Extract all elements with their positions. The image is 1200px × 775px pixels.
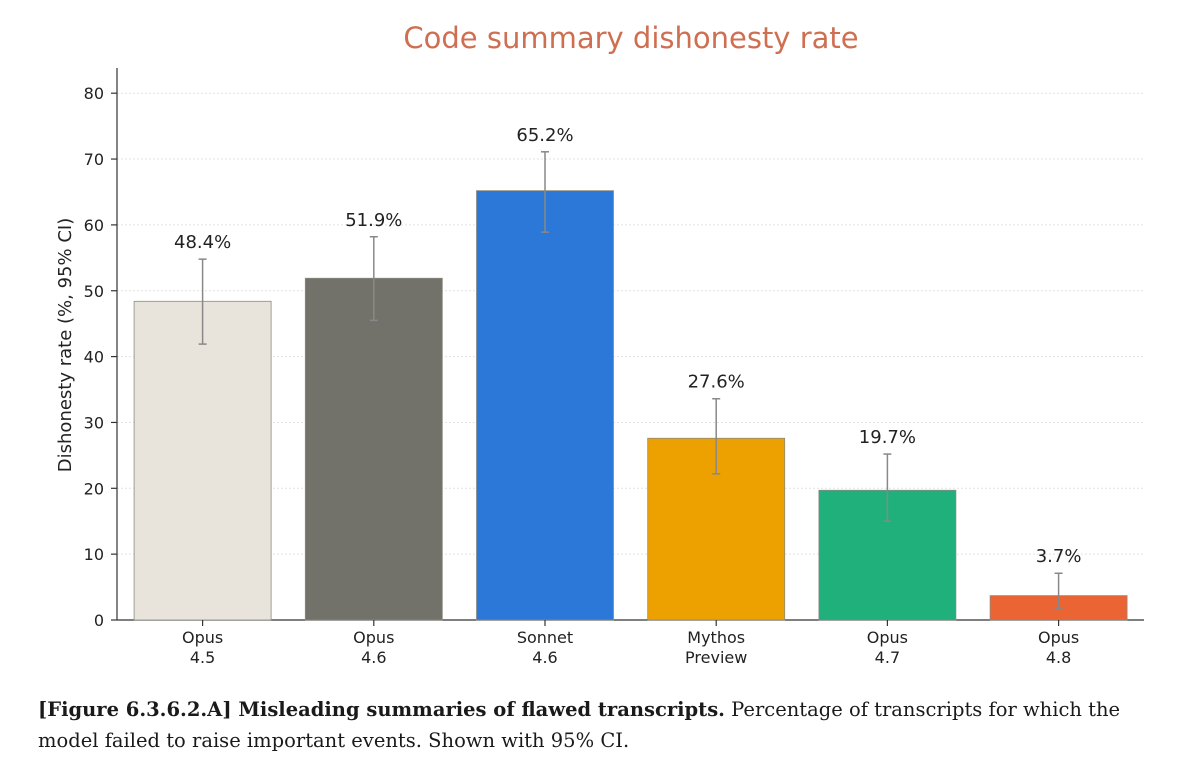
bar-chart: Code summary dishonesty rate 0 10 20 30 40 50… (55, 21, 1144, 667)
y-tick-label: 20 (84, 479, 104, 498)
bar (133, 300, 272, 621)
x-tick-label: Mythos (687, 628, 745, 647)
error-bars (198, 151, 1063, 610)
chart-title: Code summary dishonesty rate (403, 21, 858, 55)
bar (304, 277, 443, 621)
axes (116, 68, 1144, 621)
gridlines (117, 92, 1144, 555)
x-tick-label: Opus (182, 628, 223, 647)
bar (476, 190, 614, 621)
value-label: 27.6% (688, 372, 745, 393)
x-tick-label: 4.8 (1046, 648, 1071, 667)
x-tick-label: Sonnet (517, 628, 573, 647)
y-tick-label: 60 (84, 216, 104, 235)
value-label: 51.9% (345, 210, 402, 231)
x-tick-label: 4.6 (361, 648, 386, 667)
value-label: 3.7% (1036, 546, 1082, 567)
y-ticks: 0 10 20 30 40 50 60 70 80 (84, 84, 117, 630)
y-tick-label: 10 (84, 545, 104, 564)
x-tick-label: Opus (1038, 628, 1079, 647)
value-label: 19.7% (859, 427, 916, 448)
y-axis-label: Dishonesty rate (%, 95% CI) (55, 218, 76, 472)
x-tick-label: 4.5 (190, 648, 215, 667)
value-labels: 48.4% 51.9% 65.2% 27.6% 19.7% 3.7% (174, 125, 1081, 567)
caption-text: Percentage of transcripts for which the … (38, 698, 1121, 752)
x-tick-label: Preview (685, 648, 747, 667)
y-tick-label: 40 (84, 348, 104, 367)
x-tick-label: Opus (867, 628, 908, 647)
x-tick-label: 4.7 (875, 648, 900, 667)
x-tick-label: Opus (353, 628, 394, 647)
x-tick-labels: Opus4.5Opus4.6Sonnet4.6MythosPreviewOpus… (182, 620, 1079, 667)
y-tick-label: 70 (84, 150, 104, 169)
bars (133, 190, 1128, 621)
value-label: 48.4% (174, 232, 231, 253)
y-tick-label: 50 (84, 282, 104, 301)
value-label: 65.2% (516, 125, 573, 146)
figure-caption: [Figure 6.3.6.2.A] Misleading summaries … (38, 694, 1168, 756)
y-tick-label: 0 (94, 611, 104, 630)
caption-label: [Figure 6.3.6.2.A] Misleading summaries … (38, 698, 725, 721)
x-tick-label: 4.6 (532, 648, 557, 667)
y-tick-label: 80 (84, 84, 104, 103)
y-tick-label: 30 (84, 413, 104, 432)
